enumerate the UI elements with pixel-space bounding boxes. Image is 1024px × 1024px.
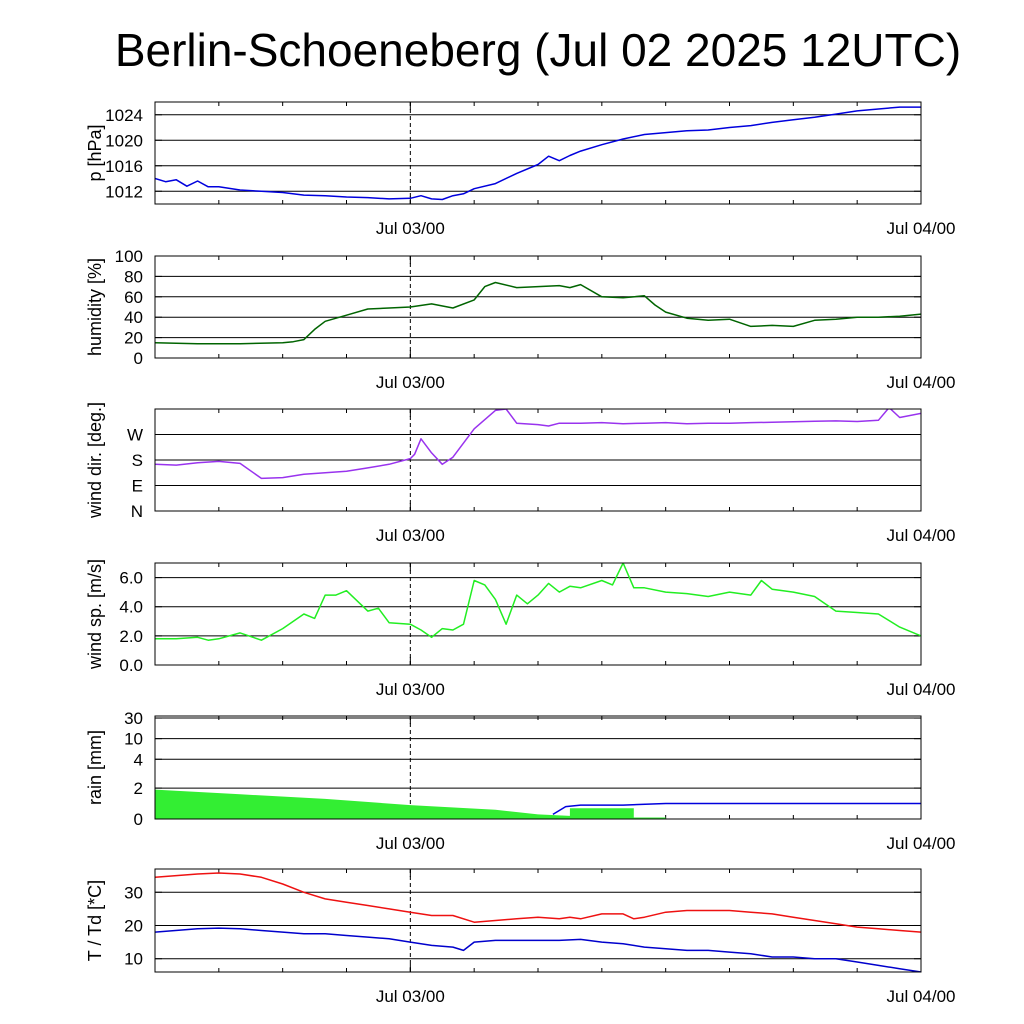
x-tick-label: Jul 04/00 <box>887 680 956 699</box>
y-tick-label: 30 <box>124 709 143 728</box>
frame-humidity <box>154 255 922 359</box>
x-tick-label: Jul 03/00 <box>376 373 445 392</box>
x-tick-label: Jul 04/00 <box>887 834 956 853</box>
x-tick-label: Jul 03/00 <box>376 219 445 238</box>
y-axis-label-pressure: p [hPa] <box>85 124 105 181</box>
panel-pressure: 1012 1016 1020 1024 Jul 03/00 Jul 04/00 p [hPa… <box>85 101 956 238</box>
chart-title: Berlin-Schoeneberg (Jul 02 2025 12UTC) <box>115 24 961 76</box>
plot-area-pressure <box>155 106 921 201</box>
y-tick-label: 1024 <box>105 106 143 125</box>
y-axis-label-humidity: humidity [%] <box>85 258 105 356</box>
series-rain_total <box>552 802 921 816</box>
panel-wind_speed: 0.0 2.0 4.0 6.0 Jul 03/00 Jul 04/00 wind sp. [… <box>85 559 956 699</box>
series-wind_dir <box>155 409 921 480</box>
frame-rain <box>154 715 922 820</box>
x-tick-label: Jul 03/00 <box>376 987 445 1006</box>
y-tick-label: 10 <box>124 950 143 969</box>
series-humidity <box>155 281 921 345</box>
y-tick-label: 100 <box>115 247 143 266</box>
y-tick-label: 1012 <box>105 182 143 201</box>
series-dewpoint <box>155 927 921 972</box>
y-tick-label: 80 <box>124 267 143 286</box>
y-tick-label: N <box>131 502 143 521</box>
y-axis-label-rain: rain [mm] <box>85 730 105 805</box>
y-tick-label: 0 <box>134 349 143 368</box>
y-tick-label: 20 <box>124 916 143 935</box>
series-temperature <box>155 872 921 933</box>
y-tick-label: 6.0 <box>119 569 143 588</box>
y-tick-label: E <box>132 477 143 496</box>
x-tick-label: Jul 04/00 <box>887 526 956 545</box>
y-axis-label-wind_speed: wind sp. [m/s] <box>85 559 105 670</box>
plot-area-temperature <box>155 872 921 972</box>
x-tick-label: Jul 03/00 <box>376 834 445 853</box>
y-tick-label: S <box>132 451 143 470</box>
y-tick-label: 20 <box>124 329 143 348</box>
y-tick-label: 4.0 <box>119 598 143 617</box>
series-wind_speed <box>155 563 921 641</box>
y-axis-label-temperature: T / Td [*C] <box>85 880 105 961</box>
plot-area-wind_speed <box>155 563 921 641</box>
frame-pressure <box>154 101 922 205</box>
y-tick-label: 60 <box>124 288 143 307</box>
plot-area-rain <box>155 789 921 819</box>
y-tick-label: 30 <box>124 883 143 902</box>
y-tick-label: 0 <box>134 810 143 829</box>
x-tick-label: Jul 04/00 <box>887 373 956 392</box>
series-rain_fill <box>155 789 666 819</box>
panel-rain: 0 2 410 30 Jul 03/00 Jul 04/00 rain [mm] <box>85 709 956 853</box>
y-tick-label: 0.0 <box>119 656 143 675</box>
y-tick-label: 1020 <box>105 131 143 150</box>
x-tick-label: Jul 03/00 <box>376 526 445 545</box>
y-tick-label: 2.0 <box>119 627 143 646</box>
frame-wind_direction <box>154 408 922 512</box>
y-axis-label-wind_direction: wind dir. [deg.] <box>85 402 105 519</box>
y-tick-label: 4 <box>134 750 143 769</box>
y-tick-label: W <box>127 426 143 445</box>
y-tick-label: 1016 <box>105 157 143 176</box>
x-tick-label: Jul 04/00 <box>887 987 956 1006</box>
series-pressure <box>155 106 921 201</box>
frame-temperature <box>154 868 922 973</box>
x-tick-label: Jul 04/00 <box>887 219 956 238</box>
plot-area-humidity <box>155 281 921 345</box>
x-tick-label: Jul 03/00 <box>376 680 445 699</box>
frame-wind_speed <box>154 562 922 666</box>
plot-area-wind_direction <box>155 409 921 480</box>
panel-temperature: 10 20 30 Jul 03/00 Jul 04/00 T / Td [*C] <box>85 868 956 1006</box>
y-tick-label: 2 <box>134 779 143 798</box>
y-tick-label: 10 <box>124 730 143 749</box>
y-tick-label: 40 <box>124 308 143 327</box>
